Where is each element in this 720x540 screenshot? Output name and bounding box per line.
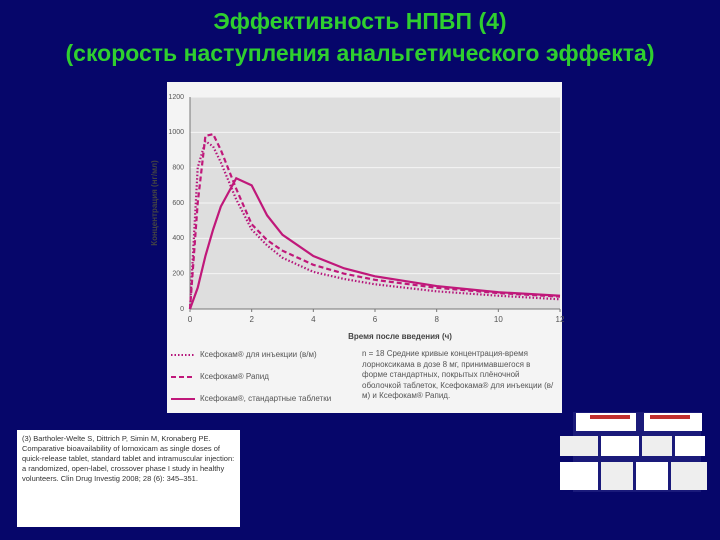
x-tick-label: 0: [188, 315, 193, 324]
y-tick-label: 600: [172, 200, 184, 207]
legend-entry: Ксефокам® для инъекции (в/м): [170, 350, 317, 359]
y-tick-label: 400: [172, 235, 184, 242]
series-line: [188, 139, 561, 310]
y-tick-label: 1200: [168, 94, 184, 101]
slide-subtitle: (скорость наступления анальгетического э…: [65, 40, 655, 66]
y-tick-label: 0: [180, 306, 184, 313]
legend-entry: Ксефокам®, стандартные таблетки: [170, 394, 331, 403]
y-axis-label: Концентрация (нг/мл): [150, 160, 159, 246]
x-tick-label: 10: [494, 315, 503, 324]
chart-note: n = 18 Средние кривые концентрация-время…: [362, 349, 554, 400]
legend-label: Ксефокам®, стандартные таблетки: [200, 394, 332, 403]
legend-swatch: [171, 375, 195, 378]
x-tick-label: 12: [556, 315, 565, 324]
x-tick-label: 4: [311, 315, 316, 324]
x-tick-label: 8: [434, 315, 439, 324]
x-tick-label: 2: [249, 315, 254, 324]
legend-entry: Ксефокам® Рапид: [170, 372, 269, 381]
legend-swatch: [171, 397, 195, 400]
series-line: [188, 176, 561, 310]
y-tick-label: 800: [172, 165, 184, 172]
reference: (3) Bartholer-Welte S, Dittrich P, Simin…: [17, 430, 240, 527]
legend-swatch: [171, 353, 195, 356]
x-tick-label: 6: [373, 315, 378, 324]
product-images: [560, 412, 707, 492]
legend-label: Ксефокам® Рапид: [200, 372, 269, 381]
legend-label: Ксефокам® для инъекции (в/м): [200, 350, 317, 359]
slide-title: Эффективность НПВП (4): [213, 8, 507, 34]
y-tick-label: 1000: [168, 129, 184, 136]
series-line: [188, 132, 561, 310]
y-tick-label: 200: [172, 271, 184, 278]
x-axis-label: Время после введения (ч): [348, 332, 452, 341]
